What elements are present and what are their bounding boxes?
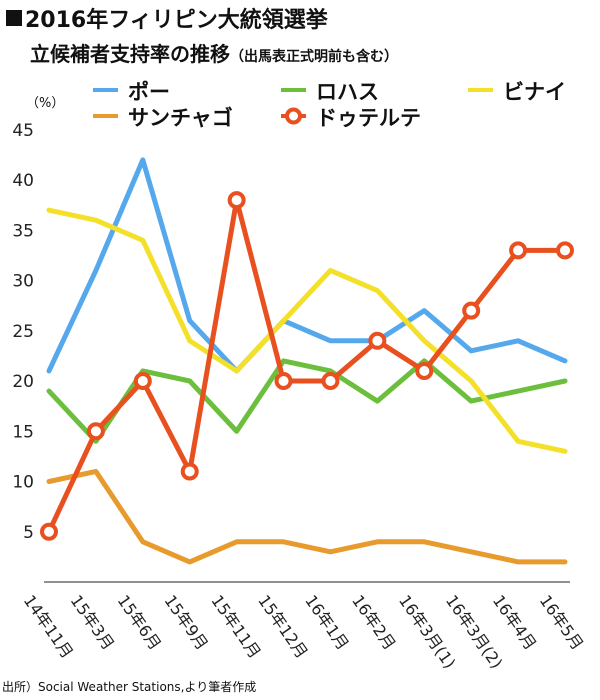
chart-title: 2016年フィリピン大統領選挙 xyxy=(6,2,328,34)
chart-title-text: 2016年フィリピン大統領選挙 xyxy=(25,8,328,33)
x-tick-labels: 14年11月15年3月15年6月15年9月15年11月15年12月16年1月16… xyxy=(20,591,587,672)
data-point xyxy=(509,241,528,260)
data-point xyxy=(86,422,105,441)
x-tick-label: 16年1月 xyxy=(301,591,352,653)
series-line xyxy=(46,207,568,454)
y-tick-label: 35 xyxy=(12,221,34,241)
y-tick-labels: 5 10 15 20 25 30 35 40 45 xyxy=(12,121,34,543)
series-4 xyxy=(46,207,568,454)
y-tick-label: 15 xyxy=(12,422,34,442)
x-tick-label: 16年2月 xyxy=(348,591,399,653)
y-tick-label: 25 xyxy=(12,322,34,342)
x-tick-label: 15年3月 xyxy=(67,591,118,653)
data-point xyxy=(462,301,481,320)
data-point xyxy=(133,372,152,390)
legend-label: ポー xyxy=(128,80,170,104)
y-tick-label: 30 xyxy=(12,272,34,292)
source-note: 出所）Social Weather Stations,より筆者作成 xyxy=(2,680,257,694)
data-point xyxy=(368,331,387,350)
y-tick-label: 45 xyxy=(12,121,34,141)
title-square-icon xyxy=(6,10,22,26)
legend-marker-line-icon xyxy=(93,88,118,92)
legend-label: ロハス xyxy=(316,80,379,104)
data-point xyxy=(415,361,434,380)
y-tick-label: 5 xyxy=(23,523,34,543)
series-lines xyxy=(40,157,574,565)
series-1 xyxy=(46,468,568,565)
data-point xyxy=(227,191,246,210)
legend-marker-line-icon xyxy=(468,88,493,92)
y-tick-label: 40 xyxy=(12,171,34,191)
legend-label: ビナイ xyxy=(503,80,566,104)
series-line xyxy=(46,468,568,565)
series-0 xyxy=(46,157,568,374)
x-tick-label: 16年5月 xyxy=(536,591,587,653)
y-tick-label: 10 xyxy=(12,473,34,493)
data-point xyxy=(274,372,293,390)
y-axis-unit: （%） xyxy=(26,96,65,111)
series-3 xyxy=(40,191,574,541)
legend-marker-line-icon xyxy=(93,114,118,118)
series-line xyxy=(46,157,568,374)
legend-marker-line-circle-icon xyxy=(281,107,306,125)
x-tick-label: 16年4月 xyxy=(489,591,540,653)
data-point xyxy=(556,241,574,260)
chart-subtitle-text: 立候補者支持率の推移 xyxy=(30,42,230,66)
data-point xyxy=(180,462,199,481)
y-tick-label: 20 xyxy=(12,372,34,392)
chart-subtitle: 立候補者支持率の推移（出馬表正式明前も含む） xyxy=(30,38,398,67)
x-tick-label: 15年6月 xyxy=(114,591,165,653)
legend-marker-line-icon xyxy=(281,88,306,92)
legend-label: ドゥテルテ xyxy=(316,106,421,130)
chart-subtitle-note: （出馬表正式明前も含む） xyxy=(230,49,398,65)
series-line xyxy=(46,197,568,535)
data-point xyxy=(321,372,340,390)
data-point xyxy=(40,522,58,541)
x-tick-label: 15年9月 xyxy=(160,591,211,653)
legend-label: サンチャゴ xyxy=(128,106,233,130)
